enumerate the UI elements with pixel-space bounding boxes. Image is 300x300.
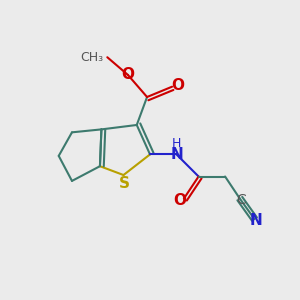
- Text: N: N: [250, 213, 262, 228]
- Text: H: H: [172, 137, 181, 150]
- Text: S: S: [118, 176, 130, 191]
- Text: CH₃: CH₃: [80, 51, 103, 64]
- Text: N: N: [170, 147, 183, 162]
- Text: C: C: [236, 193, 246, 207]
- Text: O: O: [122, 68, 134, 82]
- Text: O: O: [173, 193, 186, 208]
- Text: O: O: [171, 78, 184, 93]
